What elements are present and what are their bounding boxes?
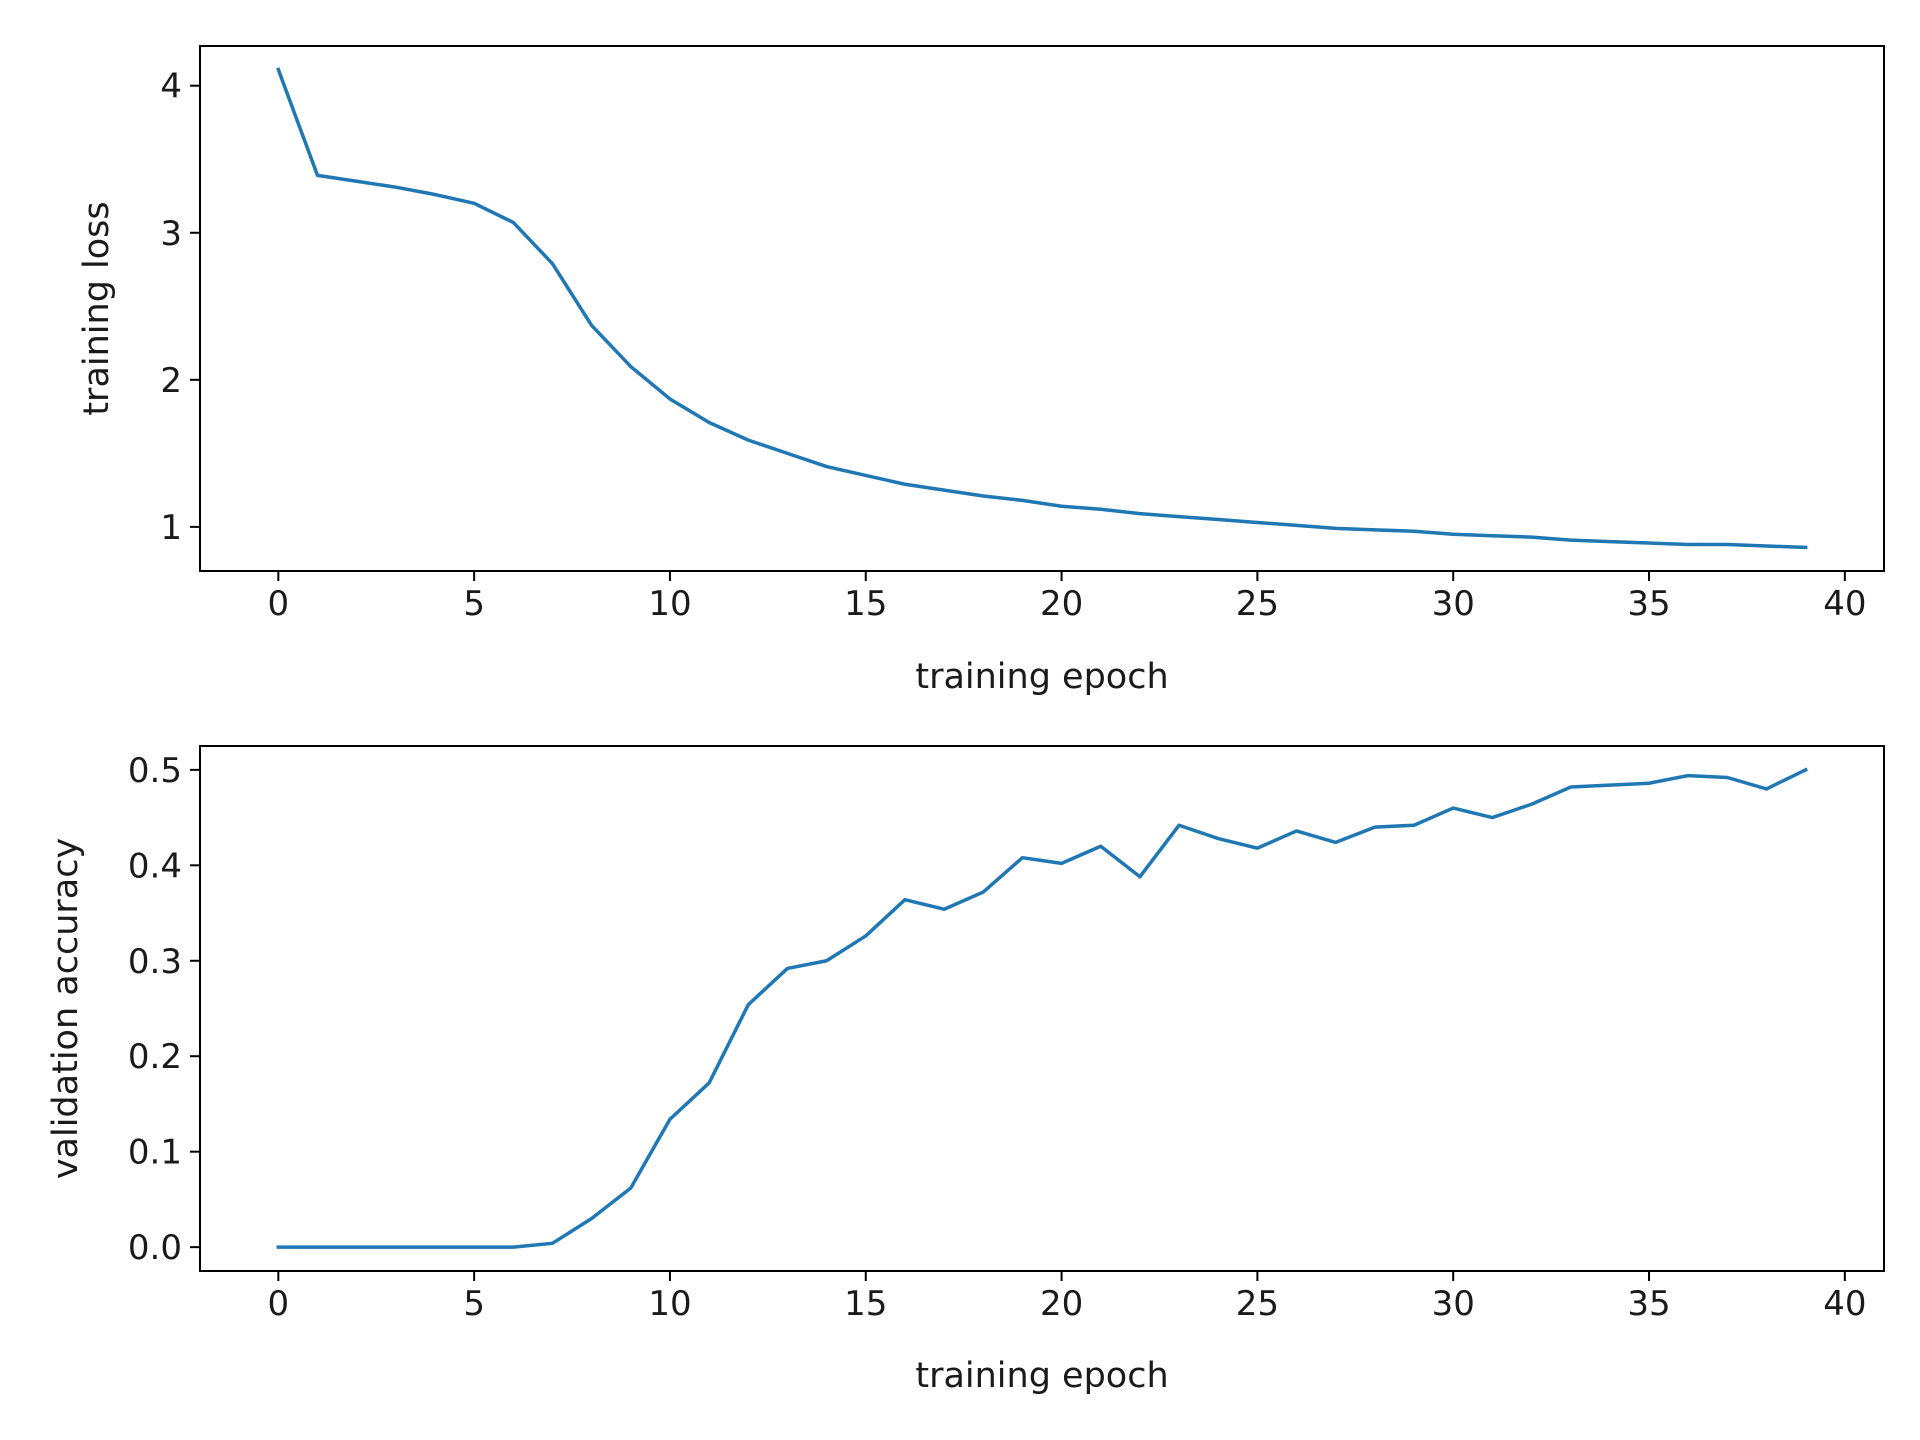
loss-x-tick-label: 15 (844, 584, 887, 624)
accuracy-chart: 0 5 10 15 20 25 30 35 40 0.0 0.1 0.2 0.3 0.4 0.5 traini… (46, 745, 1885, 1396)
accuracy-x-tick-label: 40 (1823, 1284, 1866, 1324)
loss-chart: 0 5 10 15 20 25 30 35 40 1 2 3 4 training epoch traini… (77, 45, 1885, 697)
loss-x-tick-label: 35 (1627, 584, 1670, 624)
accuracy-x-axis-label: training epoch (915, 1356, 1168, 1396)
accuracy-y-tick-label: 0.5 (128, 751, 182, 791)
loss-x-tick-label: 40 (1823, 584, 1866, 624)
loss-y-tick-label: 2 (160, 361, 182, 401)
loss-x-tick-label: 20 (1040, 584, 1083, 624)
accuracy-x-tick-label: 15 (844, 1284, 887, 1324)
loss-x-tick-label: 5 (463, 584, 485, 624)
accuracy-x-tick-label: 10 (648, 1284, 691, 1324)
loss-y-tick-label: 4 (160, 67, 182, 107)
accuracy-y-tick-label: 0.0 (128, 1228, 182, 1268)
accuracy-y-tick-label: 0.2 (128, 1037, 182, 1077)
accuracy-y-tick-label: 0.4 (128, 846, 182, 886)
accuracy-x-tick-label: 5 (463, 1284, 485, 1324)
accuracy-x-tick-label: 35 (1627, 1284, 1670, 1324)
accuracy-axes-frame (199, 745, 1885, 1272)
loss-x-tick-label: 0 (268, 584, 290, 624)
accuracy-x-tick-label: 30 (1432, 1284, 1475, 1324)
loss-y-tick-label: 1 (160, 508, 182, 548)
accuracy-series-line (276, 767, 1809, 1249)
accuracy-y-axis-label: validation accuracy (46, 838, 86, 1179)
loss-x-tick-label: 25 (1236, 584, 1279, 624)
loss-x-tick-label: 30 (1432, 584, 1475, 624)
accuracy-x-tick-label: 25 (1236, 1284, 1279, 1324)
loss-x-axis-label: training epoch (915, 657, 1168, 697)
loss-axes-frame (199, 45, 1885, 572)
accuracy-y-tick-label: 0.3 (128, 942, 182, 982)
loss-series-line (276, 67, 1808, 550)
accuracy-x-tick-label: 20 (1040, 1284, 1083, 1324)
loss-y-tick-label: 3 (160, 214, 182, 254)
accuracy-y-tick-label: 0.1 (128, 1133, 182, 1173)
loss-y-axis-label: training loss (77, 201, 117, 415)
accuracy-x-tick-label: 0 (268, 1284, 290, 1324)
loss-x-tick-label: 10 (648, 584, 691, 624)
